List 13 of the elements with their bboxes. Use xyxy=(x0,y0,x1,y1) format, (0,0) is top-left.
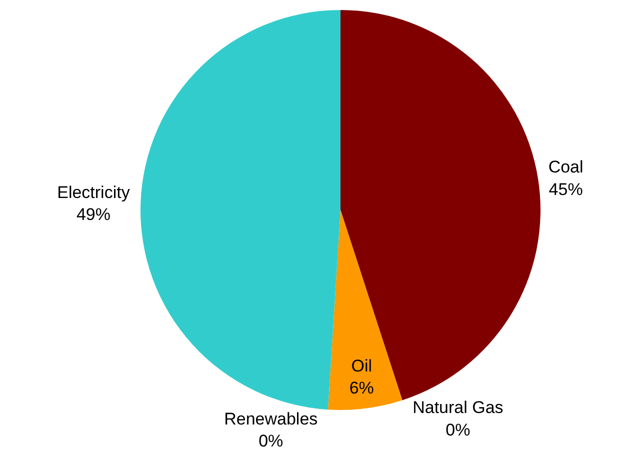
slice-label: Coal xyxy=(548,158,584,177)
pie-slice xyxy=(340,10,540,400)
data-label: 49% xyxy=(76,205,110,224)
data-label: 45% xyxy=(548,180,583,199)
pie-slice xyxy=(140,10,340,410)
pie-slice xyxy=(328,210,402,410)
slice-label: Oil xyxy=(351,356,372,376)
category-label: Renewables xyxy=(224,410,318,429)
text: 0% xyxy=(258,432,284,451)
slice-label: Electricity xyxy=(57,183,130,202)
data-label: 6% xyxy=(349,378,374,398)
category-label: Natural Gas xyxy=(412,398,504,418)
text: 0% xyxy=(446,420,470,440)
